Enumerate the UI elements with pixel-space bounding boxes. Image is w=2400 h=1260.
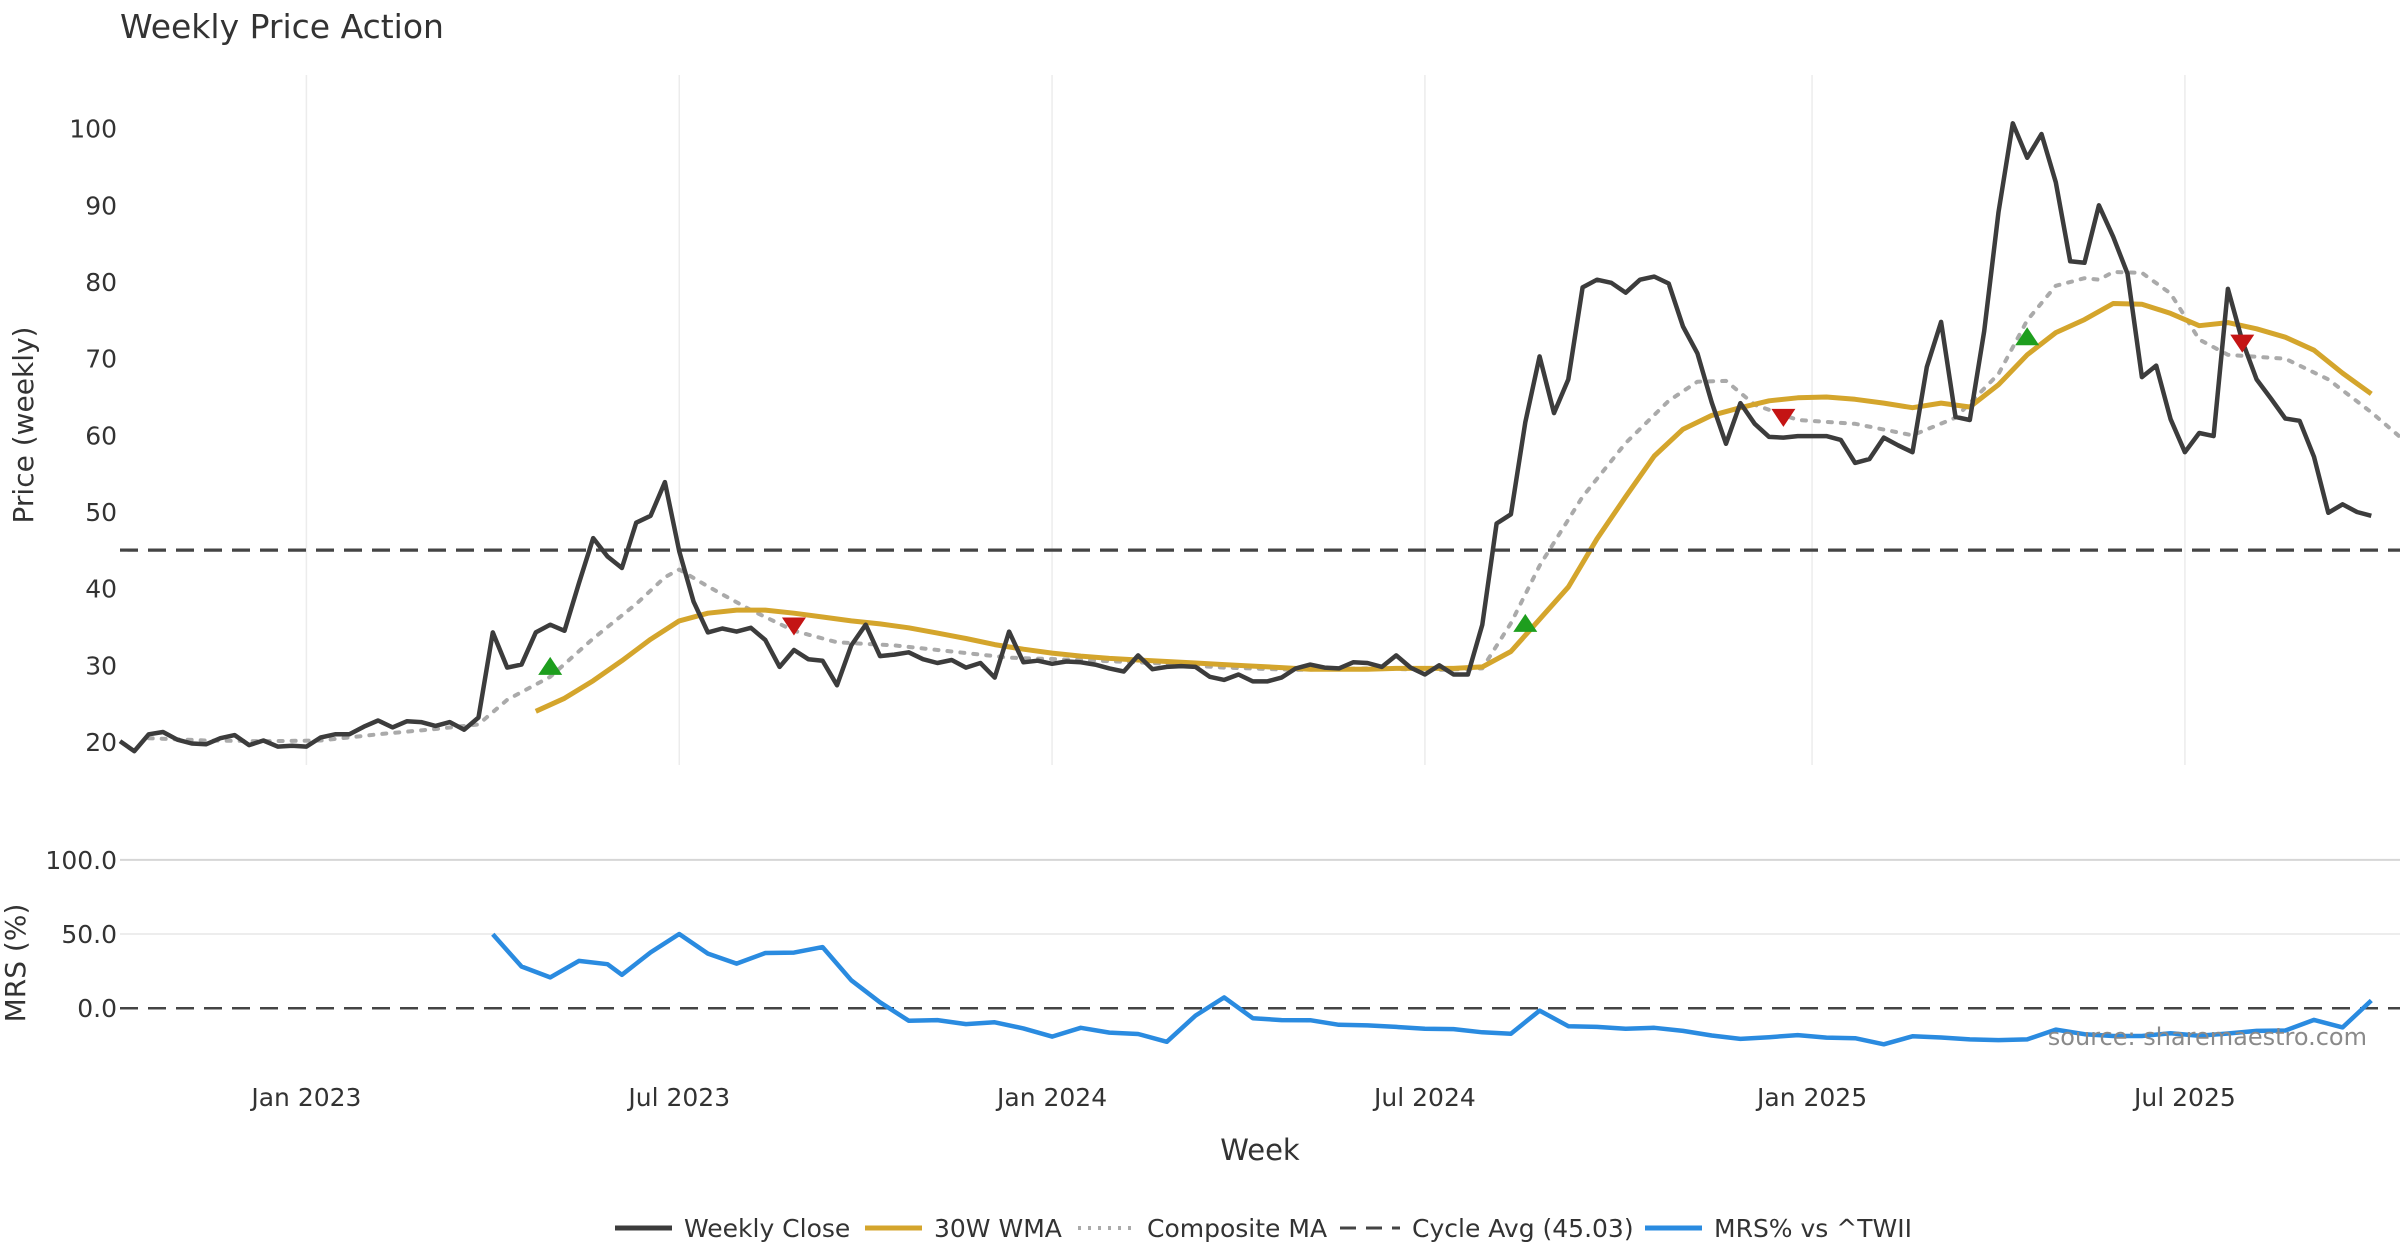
price-y-tick-50: 50 [85,498,117,527]
chart-title: Weekly Price Action [120,7,444,46]
series-weekly-close [118,121,2372,754]
x-tick-label-jul-2023: Jul 2023 [626,1083,730,1112]
legend: Weekly Close 30W WMA Composite MA Cycle … [615,1214,1912,1243]
mrs-y-tick-50: 50.0 [61,920,117,949]
series-30w-wma [534,301,2373,714]
mrs-y-tick-0: 0.0 [77,994,117,1023]
axis-ticks: Jan 2023 Jul 2023 Jan 2024 Jul 2024 Jan 2025… [45,115,2235,1112]
mrs-y-tick-100: 100.0 [45,846,117,875]
x-tick-label-jul-2025: Jul 2025 [2132,1083,2236,1112]
legend-item-30w-wma: 30W WMA [865,1214,1062,1243]
price-y-tick-30: 30 [85,651,117,680]
legend-label-30w-wma: 30W WMA [934,1214,1062,1243]
buy-signal-marker-1 [538,656,563,675]
mrs-y-axis-label: MRS (%) [0,904,32,1023]
series-mrs-vs-twii [491,931,2373,1047]
x-tick-label-jan-2024: Jan 2024 [995,1083,1107,1112]
legend-label-mrs: MRS% vs ^TWII [1714,1214,1912,1243]
legend-label-composite-ma: Composite MA [1147,1214,1327,1243]
x-tick-label-jul-2024: Jul 2024 [1372,1083,1476,1112]
buy-signal-marker-3 [1513,613,1538,632]
mrs-plot [491,931,2373,1047]
x-axis-label: Week [1220,1133,1300,1167]
price-y-tick-40: 40 [85,575,117,604]
legend-label-weekly-close: Weekly Close [684,1214,850,1243]
price-y-tick-60: 60 [85,421,117,450]
price-y-tick-90: 90 [85,191,117,220]
sell-signal-marker-6 [2230,334,2255,353]
price-y-tick-100: 100 [69,115,117,144]
x-tick-label-jan-2025: Jan 2025 [1755,1083,1867,1112]
legend-item-cycle-avg: Cycle Avg (45.03) [1340,1214,1634,1243]
price-y-tick-70: 70 [85,345,117,374]
signal-markers [538,327,2255,675]
grid-layer [120,75,2400,1010]
sell-signal-marker-4 [1771,408,1796,427]
price-y-axis-label: Price (weekly) [7,327,40,524]
source-credit: source: sharemaestro.com [2048,1023,2367,1051]
legend-item-mrs: MRS% vs ^TWII [1645,1214,1912,1243]
legend-item-weekly-close: Weekly Close [615,1214,850,1243]
price-plot [118,121,2400,754]
buy-signal-marker-5 [2015,327,2040,346]
x-tick-label-jan-2023: Jan 2023 [249,1083,361,1112]
legend-label-cycle-avg: Cycle Avg (45.03) [1412,1214,1634,1243]
sell-signal-marker-2 [781,617,806,636]
price-y-tick-80: 80 [85,268,117,297]
legend-item-composite-ma: Composite MA [1078,1214,1327,1243]
price-y-tick-20: 20 [85,728,117,757]
